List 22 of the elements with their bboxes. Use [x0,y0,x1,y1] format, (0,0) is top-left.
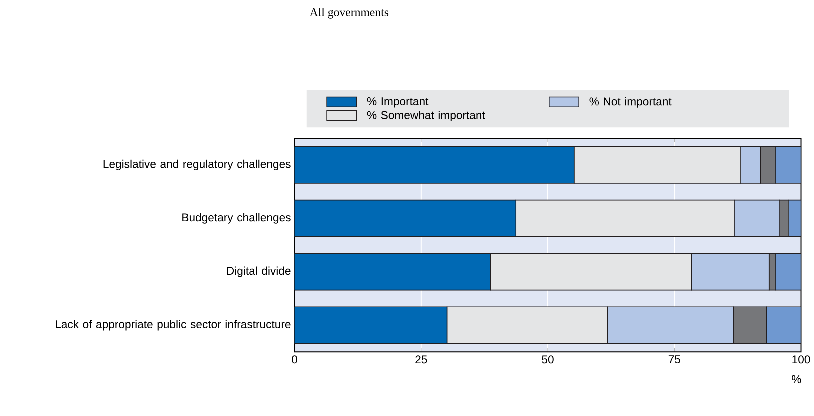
bar [294,253,492,291]
bar [294,200,517,238]
x-tick-label: 75 [668,355,680,364]
bar [294,146,575,184]
bar [775,146,802,184]
legend-label: % Important [367,97,429,108]
y-tick-label: Budgetary challenges [182,213,291,224]
x-tick-label: 50 [542,355,554,364]
x-axis-title: % [792,375,802,384]
x-tick-label: 100 [792,355,810,364]
legend-label: % Not important [590,97,672,108]
y-tick-label: Lack of appropriate public sector infrastructure [56,320,291,331]
bar [294,306,448,344]
legend-label: % Somewhat important [367,110,486,122]
bar [766,306,802,344]
chart-subtitle: All governments [310,8,389,19]
y-tick-label: Digital divide [227,266,291,278]
bar [788,200,802,238]
x-tick-label: 0 [292,355,298,364]
bar [775,253,802,291]
y-tick-label: Legislative and regulatory challenges [104,160,291,170]
x-tick-label: 25 [416,355,428,364]
